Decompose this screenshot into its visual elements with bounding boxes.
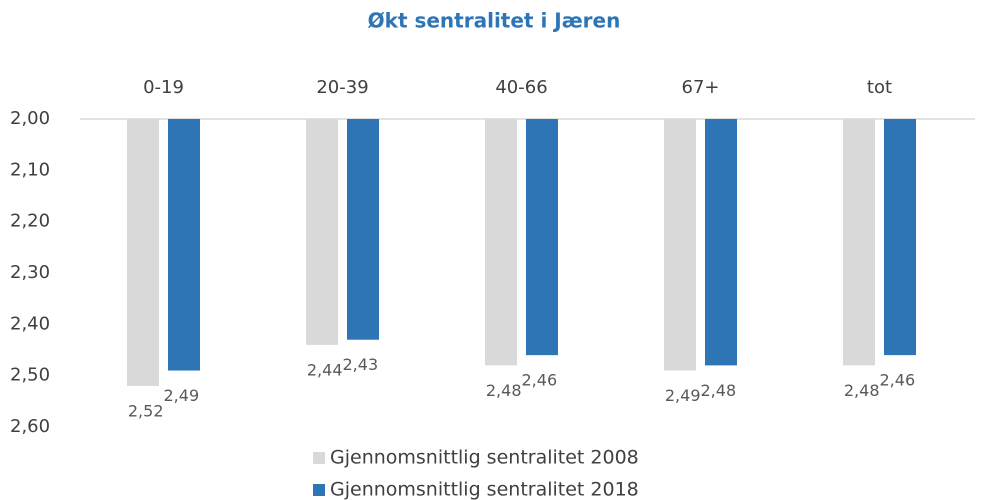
bar (306, 119, 338, 345)
y-tick-label: 2,00 (10, 108, 50, 129)
value-label: 2,43 (343, 355, 379, 374)
legend-swatch (313, 452, 325, 464)
legend-label: Gjennomsnittlig sentralitet 2008 (330, 447, 639, 469)
value-label: 2,48 (701, 381, 737, 400)
bar (526, 119, 558, 356)
x-tick-label: 20-39 (316, 77, 368, 98)
y-tick-label: 2,50 (10, 365, 50, 386)
bar (664, 119, 696, 371)
y-tick-label: 2,40 (10, 313, 50, 334)
y-tick-label: 2,60 (10, 416, 50, 437)
bar (127, 119, 159, 386)
x-tick-label: tot (867, 77, 892, 98)
bar (705, 119, 737, 366)
legend-label: Gjennomsnittlig sentralitet 2018 (330, 479, 639, 500)
chart-title: Økt sentralitet i Jæren (368, 9, 621, 33)
x-tick-label: 67+ (682, 77, 720, 98)
bar (485, 119, 517, 366)
y-tick-label: 2,30 (10, 262, 50, 283)
value-label: 2,46 (880, 371, 916, 390)
value-label: 2,48 (844, 381, 880, 400)
y-tick-label: 2,10 (10, 159, 50, 180)
value-label: 2,44 (307, 360, 343, 379)
bar (168, 119, 200, 371)
value-label: 2,48 (486, 381, 522, 400)
value-label: 2,49 (665, 386, 701, 405)
bar (884, 119, 916, 356)
y-tick-label: 2,20 (10, 211, 50, 232)
value-label: 2,52 (128, 401, 164, 420)
value-label: 2,49 (164, 386, 200, 405)
bar (347, 119, 379, 340)
legend-swatch (313, 484, 325, 496)
bar (843, 119, 875, 366)
x-tick-label: 40-66 (495, 77, 547, 98)
x-tick-label: 0-19 (143, 77, 184, 98)
value-label: 2,46 (522, 371, 558, 390)
